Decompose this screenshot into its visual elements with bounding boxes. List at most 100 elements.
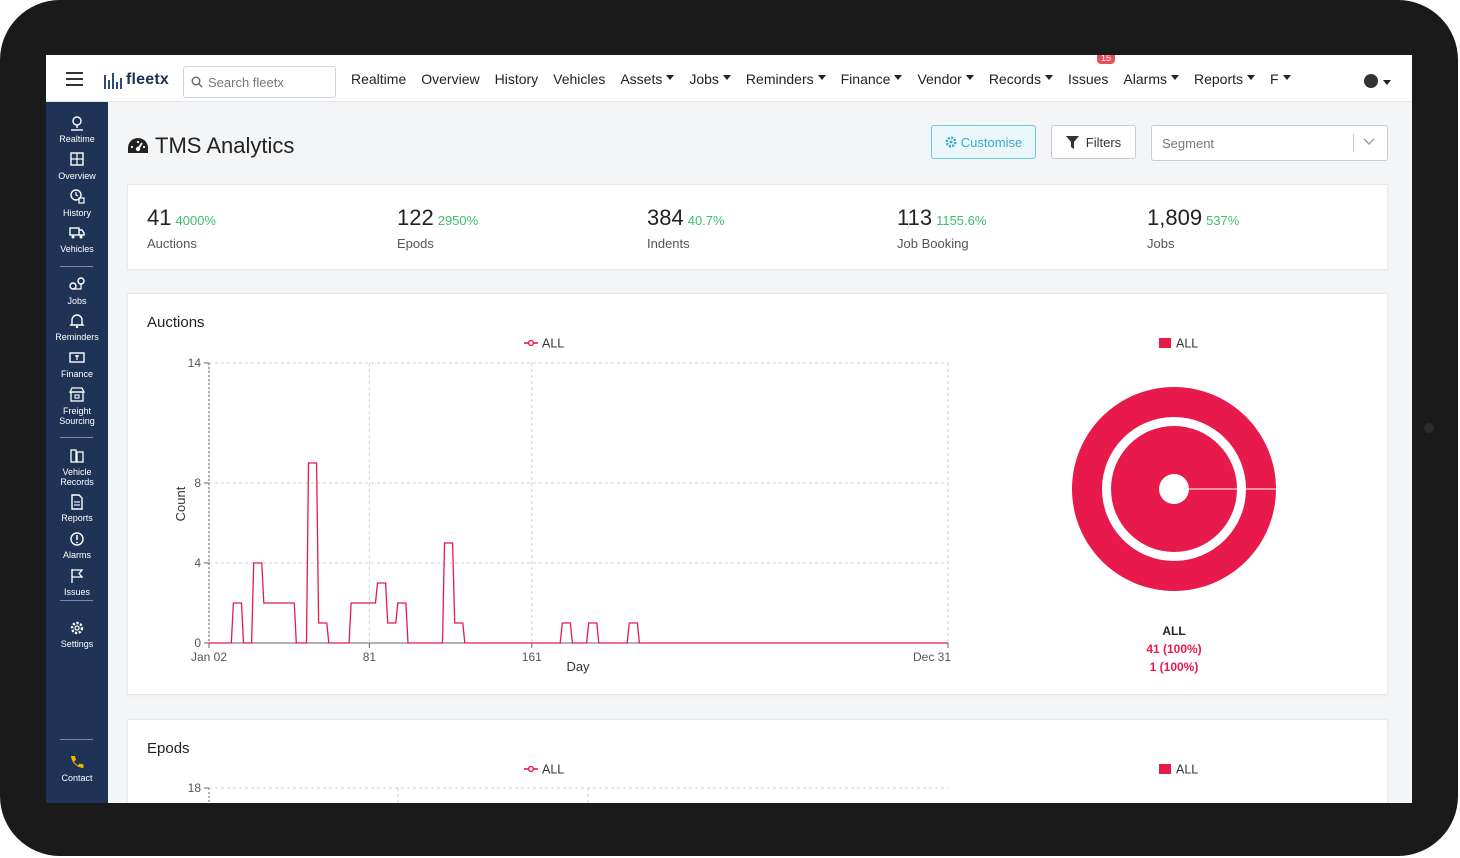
dashboard-icon [128, 138, 148, 153]
filters-button[interactable]: Filters [1051, 125, 1136, 159]
nav-item-alarms[interactable]: Alarms [1123, 71, 1179, 87]
legend-label: ALL [542, 763, 564, 777]
nav-item-label: Records [988, 70, 1041, 87]
kpi-epods[interactable]: 122 2950% Epods [397, 205, 478, 251]
legend-item: ALL [524, 337, 564, 351]
sidebar-item-issues[interactable]: Issues [46, 567, 108, 597]
legend-dot-marker [527, 765, 535, 773]
y-tick-label: 14 [188, 356, 202, 370]
sidebar-item-history[interactable]: History [46, 188, 108, 218]
alert-icon [70, 532, 84, 546]
kpi-change: 40.7% [687, 213, 725, 228]
y-tick-label: 0 [194, 636, 201, 650]
kpi-jobs[interactable]: 1,809 537% Jobs [1147, 205, 1239, 251]
nav-item-vehicles[interactable]: Vehicles [553, 71, 605, 87]
nav-item-history[interactable]: History [495, 71, 539, 87]
nav-item-jobs[interactable]: Jobs [689, 71, 731, 87]
sidebar-item-alarms[interactable]: Alarms [46, 530, 108, 560]
nav-item-f[interactable]: F [1270, 71, 1291, 87]
sidebar-item-jobs[interactable]: Jobs [46, 276, 108, 306]
sidebar-item-settings[interactable]: Settings [46, 619, 108, 649]
kpi-job-booking[interactable]: 113 1155.6% Job Booking [897, 205, 986, 251]
nav-item-label: Overview [421, 70, 480, 87]
nav-item-realtime[interactable]: Realtime [351, 71, 406, 87]
x-tick-label: 81 [363, 650, 377, 664]
search-icon [191, 76, 203, 88]
sidebar-item-label: Freight Sourcing [59, 406, 95, 426]
sidebar-item-realtime[interactable]: Realtime [46, 114, 108, 144]
store-icon [68, 387, 86, 402]
sidebar-item-label: Vehicle Records [60, 467, 94, 487]
kpi-value: 384 [647, 205, 684, 230]
page-title: TMS Analytics [127, 133, 294, 159]
sidebar-item-label: Settings [60, 639, 94, 649]
y-tick-label: 8 [194, 476, 201, 490]
nav-item-issues[interactable]: Issues 15 [1068, 55, 1115, 87]
kpi-change: 1155.6% [936, 213, 987, 228]
legend-item: ALL [1159, 337, 1198, 351]
sidebar-item-reminders[interactable]: Reminders [46, 312, 108, 342]
truck-icon [69, 227, 85, 239]
nav-item-reports[interactable]: Reports [1194, 71, 1256, 87]
sidebar-item-reports[interactable]: Reports [46, 493, 108, 523]
nav-item-records[interactable]: Records [989, 71, 1053, 87]
sidebar-item-contact[interactable]: Contact [46, 753, 108, 783]
nav-item-vendor[interactable]: Vendor [917, 71, 974, 87]
kpi-auctions[interactable]: 41 4000% Auctions [147, 205, 216, 251]
segment-select[interactable]: Segment [1151, 125, 1388, 161]
kpi-label: Jobs [1147, 236, 1175, 251]
nav-item-assets[interactable]: Assets [620, 71, 675, 87]
sidebar-divider [60, 739, 93, 740]
menu-icon[interactable] [66, 72, 83, 86]
customise-button[interactable]: Customise [931, 125, 1036, 159]
top-navbar: fleetx Realtime Overview History Vehicles As… [46, 55, 1412, 102]
dashboard-icon [70, 152, 84, 166]
page-title-text: TMS Analytics [155, 133, 295, 158]
kpi-indents[interactable]: 384 40.7% Indents [647, 205, 725, 251]
kpi-value: 113 [897, 205, 933, 230]
sidebar-item-overview[interactable]: Overview [46, 151, 108, 181]
chevron-down-icon [1363, 138, 1375, 145]
epods-chart: ALL ALL 18 [188, 763, 1198, 803]
legend-label: ALL [542, 337, 564, 351]
caret-down-icon [722, 75, 731, 81]
sidebar-item-vehicles[interactable]: Vehicles [46, 224, 108, 254]
nav-item-label: Jobs [689, 70, 719, 87]
customise-label: Customise [960, 134, 1023, 150]
search-box[interactable] [183, 66, 336, 98]
nav-item-reminders[interactable]: Reminders [746, 71, 826, 87]
bell-icon [69, 314, 85, 329]
kpi-label: Job Booking [897, 236, 969, 251]
sidebar-item-finance[interactable]: Finance [46, 349, 108, 379]
history-icon [70, 189, 85, 204]
logo-bars-icon [104, 73, 122, 89]
app-screen: fleetx Realtime Overview History Vehicles As… [46, 55, 1412, 803]
nav-item-finance[interactable]: Finance [841, 71, 903, 87]
money-icon [69, 352, 85, 363]
sidebar-item-label: Finance [60, 369, 94, 379]
kpi-value: 41 [147, 205, 172, 230]
sidebar-item-label: Reports [61, 513, 93, 523]
caret-down-icon [817, 75, 826, 81]
auctions-chart: 0 4 8 14 Jan 02 81 161 Dec 31 Day Count ALL ALL ALL 4… [173, 337, 1276, 674]
caret-down-icon [894, 75, 903, 81]
sidebar-item-label: Overview [58, 171, 96, 181]
sidebar-divider [60, 437, 93, 438]
pie-center-hole [1159, 474, 1189, 504]
legend-label: ALL [1176, 763, 1198, 777]
logo-text: fleetx [126, 71, 169, 88]
kpi-card: 41 4000% Auctions 122 2950% Epods 384 40.7% Inde… [127, 184, 1388, 270]
sidebar-item-freight-sourcing[interactable]: Freight Sourcing [46, 386, 108, 426]
gear-icon [945, 136, 957, 148]
sidebar-item-vehicle-records[interactable]: Vehicle Records [46, 447, 108, 487]
globe-icon[interactable] [1364, 74, 1378, 88]
nav-item-overview[interactable]: Overview [421, 71, 479, 87]
fleetx-logo[interactable]: fleetx [104, 69, 169, 89]
select-separator [1353, 134, 1354, 152]
search-input[interactable] [208, 74, 328, 90]
route-icon [69, 277, 85, 290]
file-icon [71, 494, 83, 510]
kpi-change: 537% [1206, 213, 1240, 228]
chevron-down-icon[interactable] [1383, 80, 1391, 85]
